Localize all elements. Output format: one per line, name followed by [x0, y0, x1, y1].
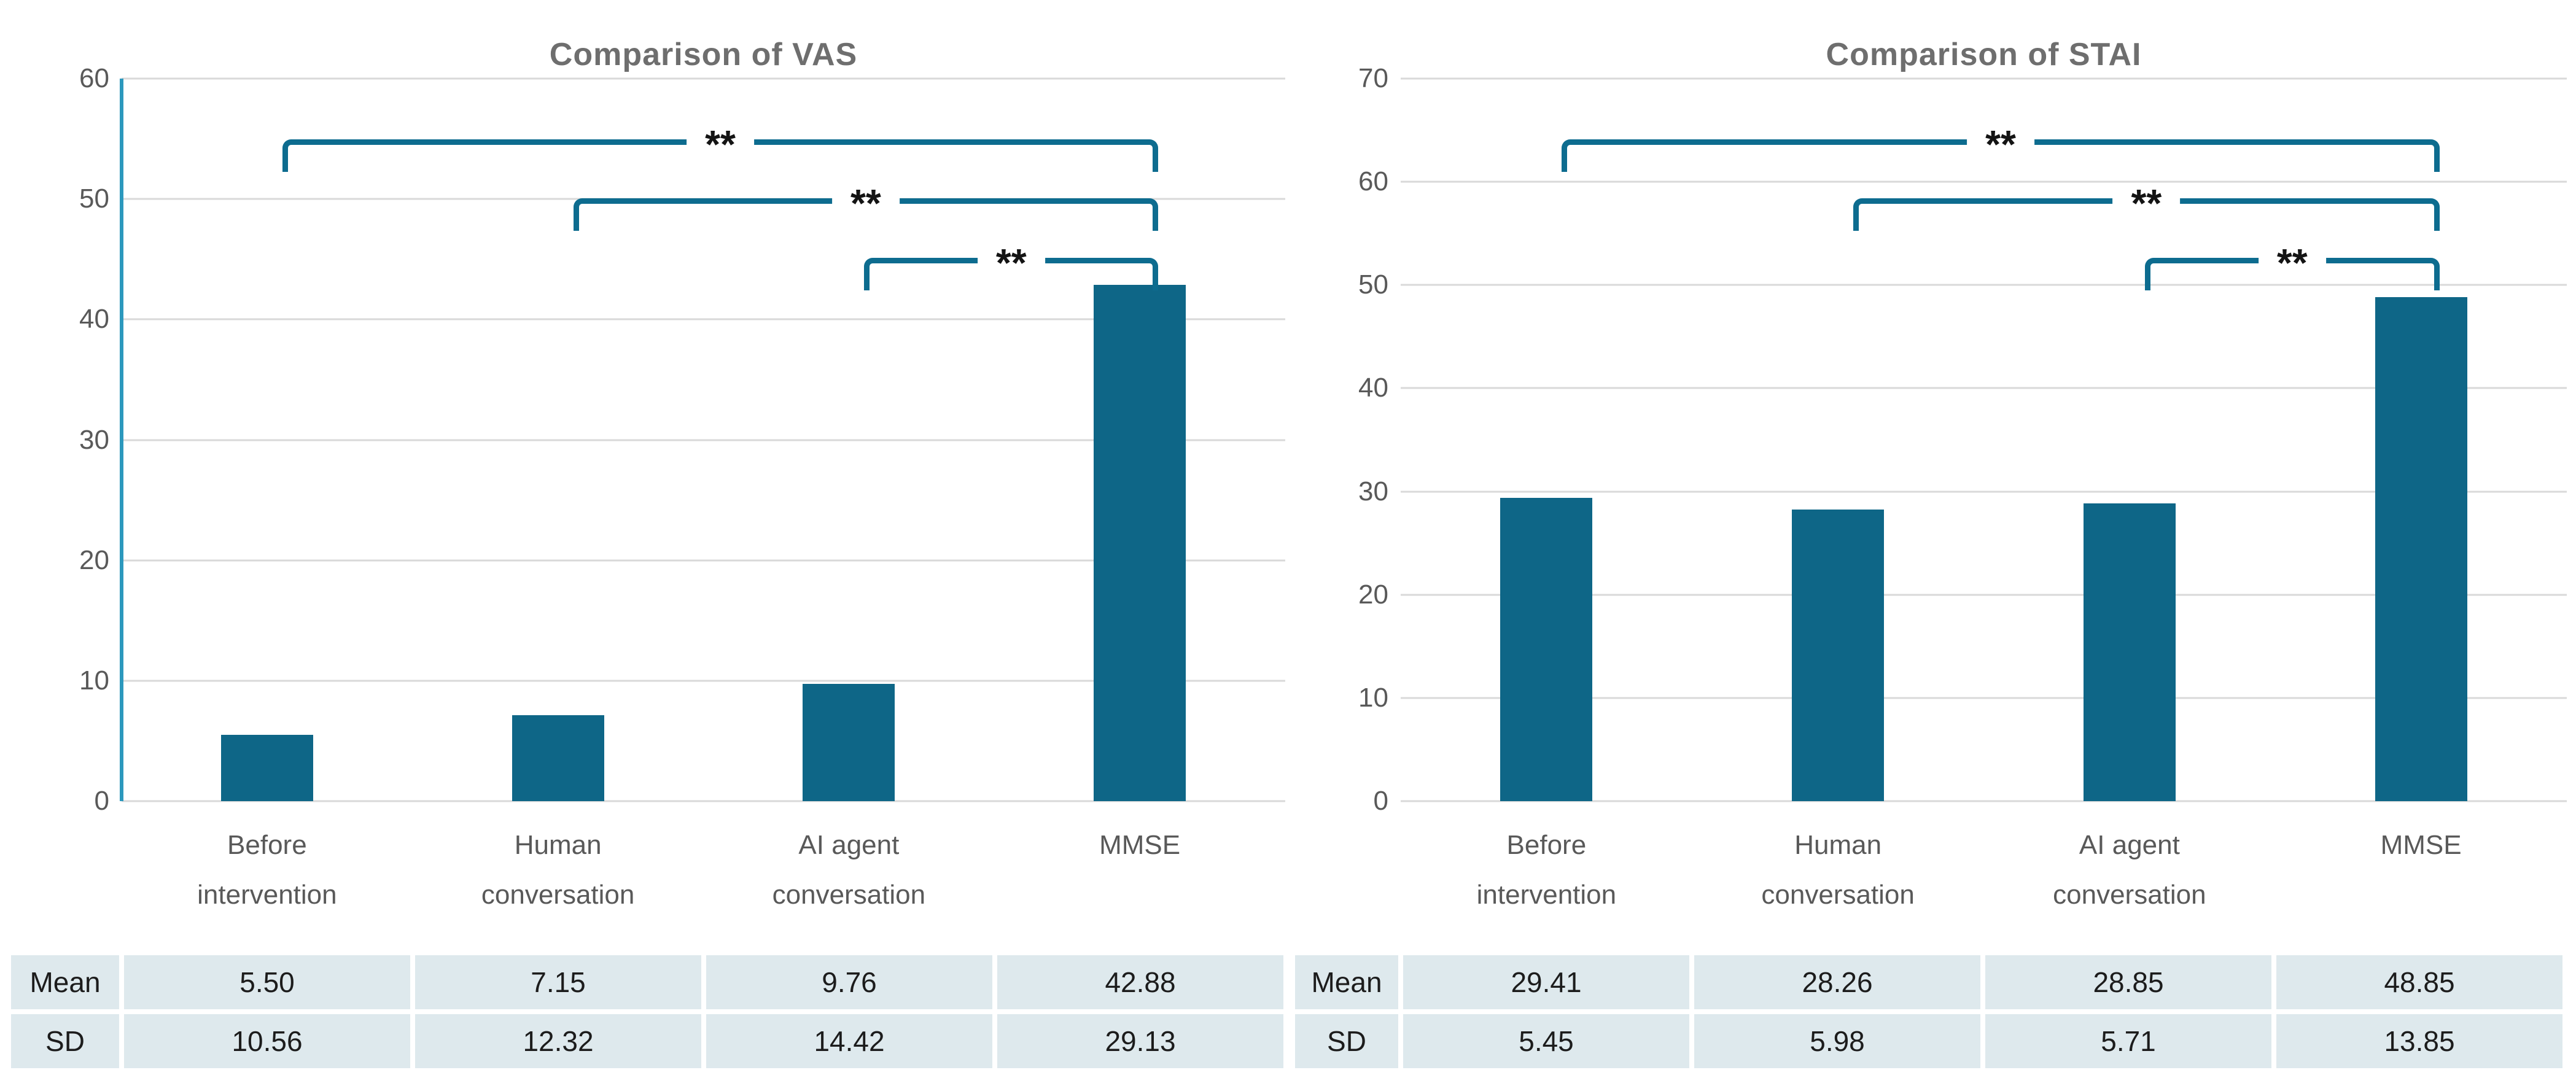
significance-bracket-human-vs-mmse: ** — [1853, 184, 2440, 231]
y-axis-line — [120, 79, 123, 801]
stai-chart-panel: Comparison of STAI 70 60 50 40 30 20 10 … — [1286, 0, 2576, 1078]
significance-bracket-ai-vs-mmse: ** — [2144, 242, 2440, 290]
gridline — [1401, 800, 2567, 802]
y-tick-label: 30 — [79, 424, 109, 455]
y-tick-label: 40 — [79, 304, 109, 335]
stai-plot-area: ** ** ** — [1401, 77, 2567, 802]
significance-bracket-before-vs-mmse: ** — [282, 124, 1159, 172]
gridline — [122, 439, 1285, 441]
x-category-label: Human conversation — [1761, 830, 1915, 910]
y-tick-label: 20 — [1358, 579, 1388, 610]
table-cell-mean: 29.41 — [1403, 955, 1689, 1009]
y-tick-label: 70 — [1358, 63, 1388, 93]
y-tick-label: 0 — [94, 786, 109, 816]
table-cell-sd: 14.42 — [706, 1014, 992, 1068]
significance-bracket-before-vs-mmse: ** — [1562, 124, 2440, 172]
x-category-label: AI agent conversation — [2053, 830, 2206, 910]
table-cell-mean: 48.85 — [2276, 955, 2562, 1009]
gridline — [1401, 697, 2567, 699]
y-tick-label: 50 — [79, 184, 109, 214]
x-category-label: Before intervention — [197, 830, 337, 910]
significance-label: ** — [977, 242, 1045, 282]
y-tick-label: 60 — [1358, 166, 1388, 197]
table-row-header-mean: Mean — [11, 955, 119, 1009]
bar-human-conversation — [512, 715, 604, 801]
bar-mmse — [1094, 284, 1186, 801]
significance-bracket-human-vs-mmse: ** — [573, 184, 1159, 231]
vas-x-axis: Before intervention Human conversation A… — [122, 812, 1285, 940]
gridline — [122, 680, 1285, 682]
table-row-header-sd: SD — [11, 1014, 119, 1068]
bar-before-intervention — [1500, 497, 1593, 801]
table-cell-mean: 28.85 — [1985, 955, 2271, 1009]
table-cell-sd: 5.98 — [1694, 1014, 1980, 1068]
table-cell-mean: 28.26 — [1694, 955, 1980, 1009]
table-row-header-sd: SD — [1295, 1014, 1398, 1068]
stai-y-axis: 70 60 50 40 30 20 10 0 — [1286, 63, 1388, 816]
table-cell-sd: 29.13 — [997, 1014, 1283, 1068]
y-tick-label: 20 — [79, 545, 109, 575]
y-tick-label: 0 — [1373, 786, 1388, 816]
x-category-label: MMSE — [2380, 830, 2462, 860]
gridline — [122, 559, 1285, 562]
x-category-label: AI agent conversation — [772, 830, 926, 910]
bar-ai-agent-conversation — [2083, 503, 2176, 801]
x-category-label: Before intervention — [1476, 830, 1617, 910]
stai-chart-title: Comparison of STAI — [1826, 37, 2142, 73]
bar-human-conversation — [1792, 509, 1885, 801]
y-tick-label: 60 — [79, 63, 109, 93]
x-category-label: MMSE — [1099, 830, 1181, 860]
y-tick-label: 30 — [1358, 476, 1388, 506]
significance-label: ** — [831, 184, 900, 223]
gridline — [1401, 491, 2567, 493]
gridline — [1401, 77, 2567, 80]
bar-ai-agent-conversation — [803, 683, 895, 801]
vas-y-axis: 60 50 40 30 20 10 0 — [0, 63, 109, 816]
significance-label: ** — [1967, 124, 2034, 164]
vas-plot-area: ** ** ** — [120, 77, 1285, 802]
table-row-header-mean: Mean — [1295, 955, 1398, 1009]
y-tick-label: 10 — [1358, 682, 1388, 713]
gridline — [1401, 284, 2567, 286]
significance-label: ** — [2112, 184, 2181, 223]
vas-chart-panel: Comparison of VAS 60 50 40 30 20 10 0 ** — [0, 0, 1286, 1078]
table-cell-mean: 5.50 — [124, 955, 410, 1009]
gridline — [122, 318, 1285, 320]
table-cell-sd: 12.32 — [415, 1014, 701, 1068]
vas-chart-title: Comparison of VAS — [549, 37, 858, 73]
gridline — [1401, 387, 2567, 389]
significance-label: ** — [2258, 242, 2326, 282]
table-cell-mean: 7.15 — [415, 955, 701, 1009]
table-cell-mean: 9.76 — [706, 955, 992, 1009]
gridline — [122, 800, 1285, 802]
stai-x-axis: Before intervention Human conversation A… — [1401, 812, 2567, 940]
table-cell-mean: 42.88 — [997, 955, 1283, 1009]
significance-label: ** — [687, 124, 754, 164]
bar-mmse — [2375, 297, 2467, 801]
gridline — [1401, 180, 2567, 183]
stai-stats-table: Mean 29.41 28.26 28.85 48.85 SD 5.45 5.9… — [1295, 955, 2562, 1068]
table-cell-sd: 10.56 — [124, 1014, 410, 1068]
x-category-label: Human conversation — [481, 830, 635, 910]
gridline — [122, 77, 1285, 80]
gridline — [1401, 594, 2567, 596]
table-cell-sd: 5.45 — [1403, 1014, 1689, 1068]
y-tick-label: 40 — [1358, 373, 1388, 403]
y-tick-label: 10 — [79, 665, 109, 696]
y-tick-label: 50 — [1358, 270, 1388, 300]
table-cell-sd: 13.85 — [2276, 1014, 2562, 1068]
table-cell-sd: 5.71 — [1985, 1014, 2271, 1068]
vas-stats-table: Mean 5.50 7.15 9.76 42.88 SD 10.56 12.32… — [11, 955, 1283, 1068]
bar-before-intervention — [220, 735, 313, 801]
significance-bracket-ai-vs-mmse: ** — [864, 242, 1159, 290]
